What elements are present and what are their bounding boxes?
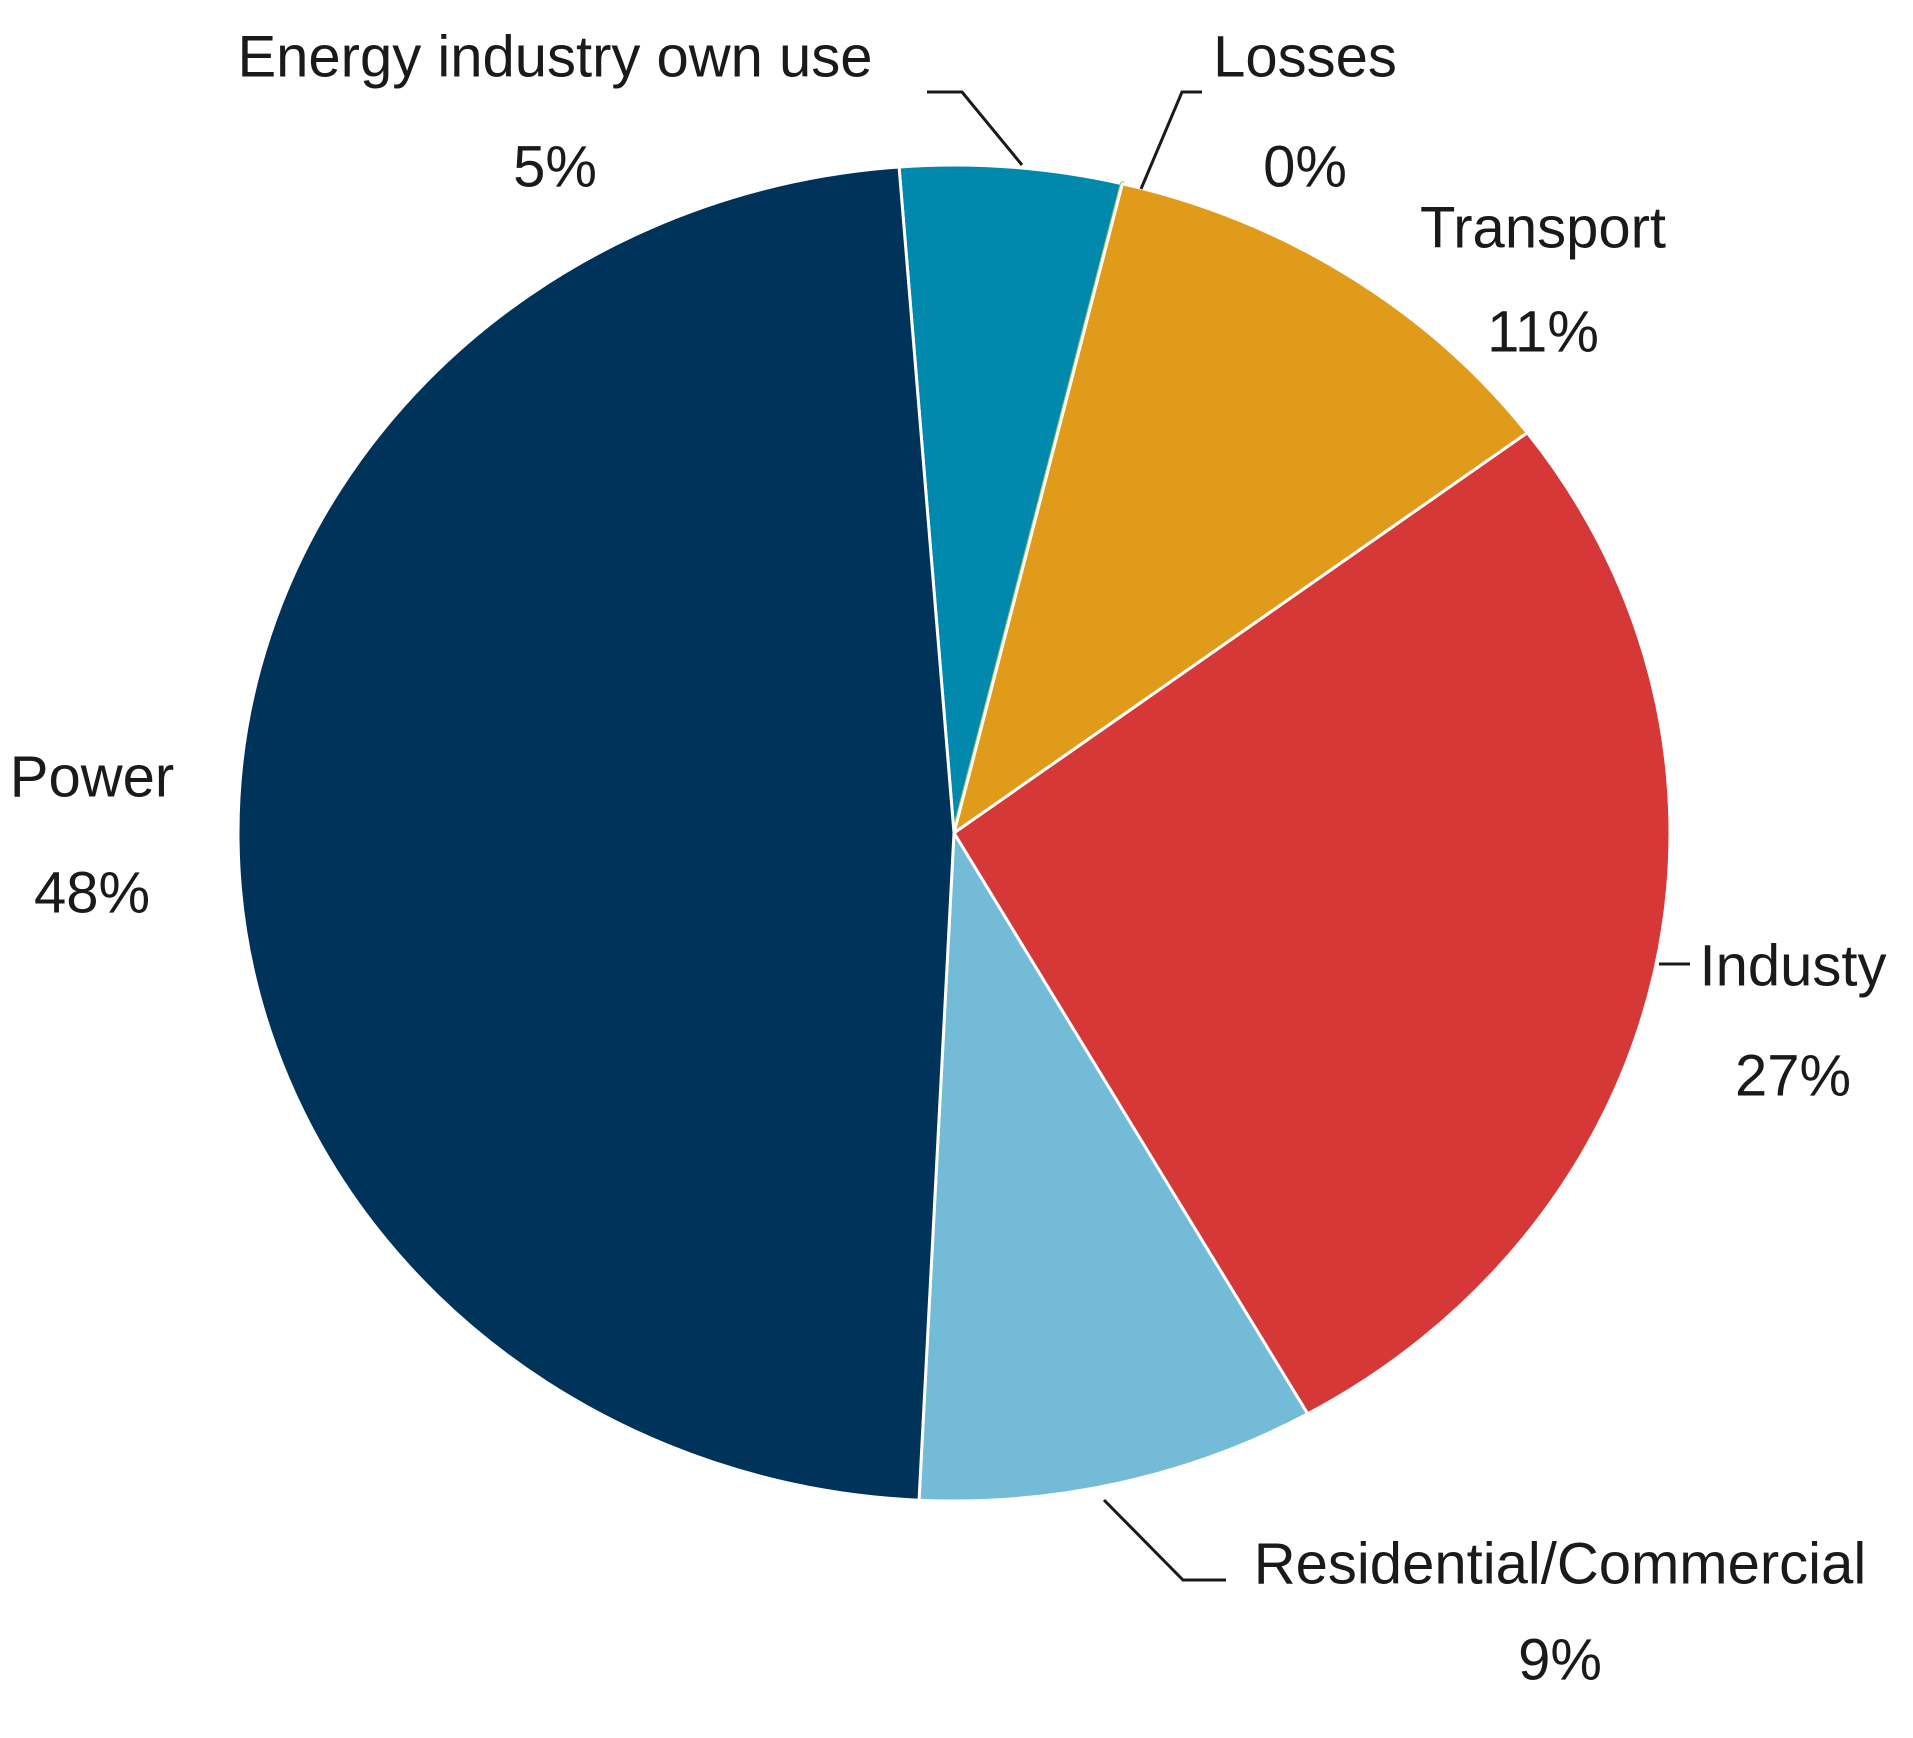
leader-line: [927, 90, 1024, 166]
pie-slice: [952, 182, 1529, 835]
pie-slice: [917, 831, 1310, 1503]
slice-value-label: 9%: [1518, 1627, 1602, 1692]
slice-label: Power: [10, 744, 174, 809]
slice-value-label: 11%: [1487, 299, 1599, 364]
pie-slice: [952, 431, 1672, 1416]
slice-value-label: 48%: [34, 860, 150, 925]
slice-label: Residential/Commercial: [1254, 1531, 1866, 1596]
slice-value-label: 5%: [513, 134, 597, 199]
slice-value-label: 27%: [1735, 1043, 1851, 1108]
slice-label: Transport: [1420, 195, 1666, 260]
leader-line: [1102, 1498, 1226, 1582]
leader-line: [1139, 90, 1202, 190]
pie-slice: [897, 163, 1124, 835]
slice-label: Losses: [1213, 24, 1397, 89]
slice-label: Industy: [1700, 933, 1887, 998]
slice-value-label: 0%: [1263, 134, 1347, 199]
pie-slice: [236, 165, 956, 1502]
slice-label: Energy industry own use: [237, 24, 872, 89]
